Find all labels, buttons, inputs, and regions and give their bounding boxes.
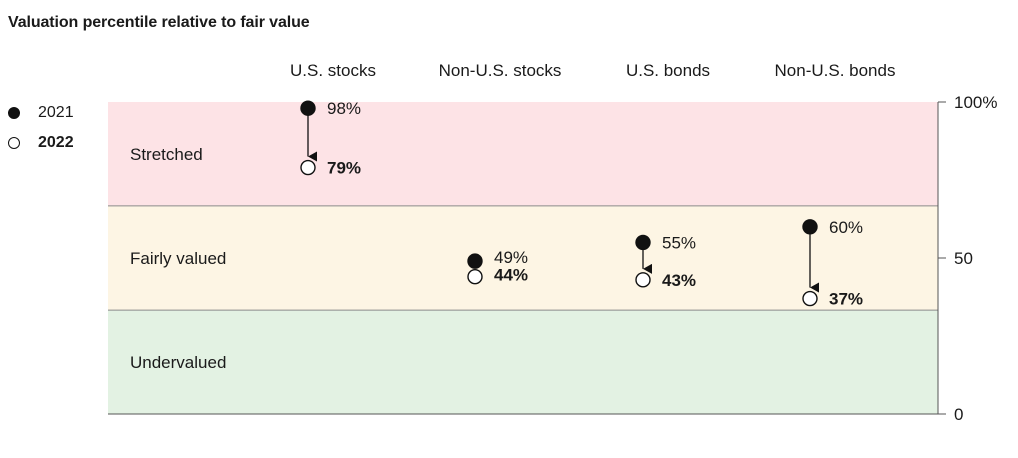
legend-label-2022: 2022	[38, 134, 74, 151]
point-2022	[802, 290, 818, 307]
data-label-2021: 55%	[662, 233, 696, 252]
point-2021	[467, 253, 483, 269]
category-label: Non-U.S. stocks	[439, 61, 562, 80]
data-label-2022: 79%	[327, 159, 361, 178]
band-label: Fairly valued	[130, 249, 226, 268]
y-tick-label: 50	[954, 249, 973, 268]
point-2021	[300, 100, 316, 116]
point-2021	[635, 234, 651, 251]
point-2022	[300, 159, 316, 176]
y-tick-label: 0	[954, 405, 963, 424]
data-label-2022: 37%	[829, 290, 863, 309]
category-label: Non-U.S. bonds	[775, 61, 896, 80]
band-stretched	[108, 102, 938, 206]
band-label: Undervalued	[130, 353, 226, 372]
data-label-2022: 44%	[494, 266, 528, 285]
point-2022	[635, 272, 651, 288]
legend-label-2021: 2021	[38, 104, 74, 121]
category-label: U.S. bonds	[626, 61, 710, 80]
legend-marker-filled	[8, 107, 20, 119]
legend-item-2021: 2021	[8, 100, 74, 126]
data-label-2021: 98%	[327, 99, 361, 118]
data-label-2021: 49%	[494, 248, 528, 267]
legend-marker-hollow	[8, 137, 20, 149]
legend: 2021 2022	[8, 100, 74, 160]
band-label: Stretched	[130, 145, 203, 164]
data-label-2021: 60%	[829, 218, 863, 237]
category-label: U.S. stocks	[290, 61, 376, 80]
y-tick-label: 100%	[954, 93, 997, 112]
band-undervalued	[108, 310, 938, 414]
point-2022	[467, 269, 483, 285]
data-label-2022: 43%	[662, 271, 696, 290]
legend-item-2022: 2022	[8, 130, 74, 156]
chart-title: Valuation percentile relative to fair va…	[8, 14, 310, 31]
point-2021	[802, 219, 818, 235]
band-fairly-valued	[108, 205, 938, 311]
